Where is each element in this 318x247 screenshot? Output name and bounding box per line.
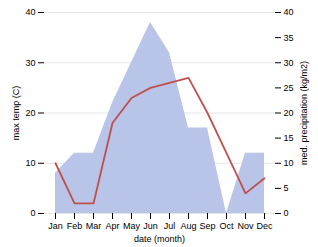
- svg-text:30: 30: [25, 58, 35, 68]
- svg-text:20: 20: [284, 108, 294, 118]
- svg-text:15: 15: [284, 133, 294, 143]
- svg-text:Aug: Aug: [180, 221, 196, 231]
- svg-text:Sep: Sep: [199, 221, 215, 231]
- svg-text:10: 10: [25, 158, 35, 168]
- svg-text:Oct: Oct: [219, 221, 234, 231]
- svg-text:May: May: [123, 221, 141, 231]
- svg-text:Apr: Apr: [105, 221, 119, 231]
- svg-text:Mar: Mar: [86, 221, 102, 231]
- svg-text:max temp (C): max temp (C): [11, 86, 21, 141]
- svg-text:40: 40: [25, 7, 35, 17]
- svg-text:date (month): date (month): [134, 234, 185, 244]
- svg-text:25: 25: [284, 83, 294, 93]
- svg-text:5: 5: [284, 183, 289, 193]
- svg-text:Dec: Dec: [256, 221, 273, 231]
- svg-text:Nov: Nov: [237, 221, 254, 231]
- svg-text:Jan: Jan: [48, 221, 63, 231]
- svg-text:40: 40: [284, 7, 294, 17]
- svg-text:0: 0: [30, 208, 35, 218]
- svg-text:Jun: Jun: [143, 221, 158, 231]
- svg-text:0: 0: [284, 208, 289, 218]
- svg-text:10: 10: [284, 158, 294, 168]
- svg-text:30: 30: [284, 58, 294, 68]
- svg-text:35: 35: [284, 33, 294, 43]
- svg-text:Feb: Feb: [67, 221, 83, 231]
- svg-text:med. precipitation (kg/m2): med. precipitation (kg/m2): [299, 61, 309, 165]
- svg-text:Jul: Jul: [164, 221, 176, 231]
- svg-text:20: 20: [25, 108, 35, 118]
